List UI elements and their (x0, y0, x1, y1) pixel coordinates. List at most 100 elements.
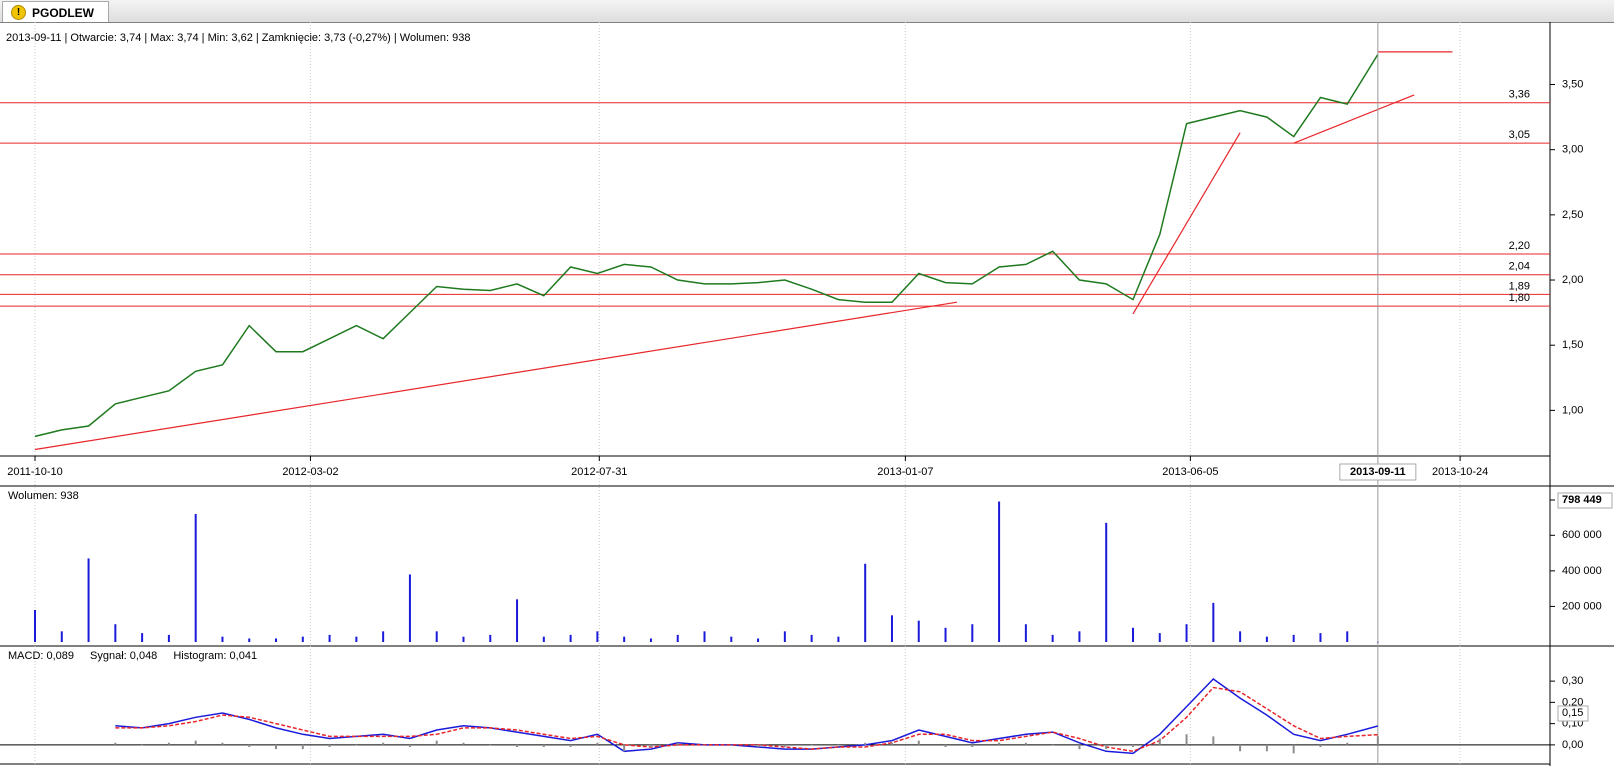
y-tick-label: 2,50 (1562, 209, 1583, 221)
bar (1158, 633, 1161, 642)
bar (998, 501, 1001, 642)
bar (623, 636, 626, 642)
bar (382, 742, 385, 745)
bar (248, 744, 251, 747)
bar (864, 742, 867, 745)
bar (221, 636, 224, 642)
bar (408, 744, 411, 747)
y-tick-label: 1,00 (1562, 404, 1583, 416)
y-tick-label: 400 000 (1562, 565, 1602, 577)
y-tick-label: 0,00 (1562, 739, 1583, 751)
tab[interactable]: ! PGODLEW (2, 1, 109, 23)
bar (1319, 744, 1322, 747)
bar (516, 599, 519, 642)
bar (998, 742, 1001, 745)
bar (221, 742, 224, 745)
chart: 2011-10-10 2012-03-02 2012-07-31 2013-01-07… (0, 22, 1614, 766)
bar (783, 744, 786, 747)
bar (489, 744, 492, 746)
y-tick-label: 600 000 (1562, 529, 1602, 541)
y-tick-label: 0,20 (1562, 696, 1583, 708)
bar (864, 563, 867, 642)
bar (1265, 636, 1268, 642)
level-label: 3,05 (1509, 129, 1530, 141)
bar (1376, 736, 1379, 745)
bar (649, 744, 652, 747)
bar (328, 634, 331, 642)
bar (301, 636, 304, 642)
bar (275, 744, 278, 750)
bar (1078, 744, 1081, 750)
y-tick-label: 3,50 (1562, 78, 1583, 90)
y-tick-label: 3,00 (1562, 144, 1583, 156)
bar (944, 627, 947, 642)
tab-bar: ! PGODLEW (0, 0, 1614, 23)
bar (1024, 742, 1027, 745)
bar (167, 634, 170, 642)
bar (596, 631, 599, 642)
bar (355, 636, 358, 642)
bar (676, 742, 679, 745)
y-tick-label: 798 449 (1562, 494, 1602, 506)
bar (1239, 744, 1242, 752)
bar (1319, 633, 1322, 642)
bar (114, 742, 117, 745)
bar (1292, 634, 1295, 642)
bar (141, 633, 144, 642)
bar (1376, 641, 1379, 643)
bar (810, 744, 813, 746)
bar (114, 624, 117, 642)
cursor-y-label: 0,15 (1562, 707, 1583, 719)
y-tick-label: 0,30 (1562, 675, 1583, 687)
bar (1158, 738, 1161, 745)
bar (462, 636, 465, 642)
warning-icon: ! (11, 5, 26, 20)
bar (1078, 631, 1081, 642)
tab-label: PGODLEW (32, 5, 94, 20)
bar (569, 744, 572, 747)
bar (1131, 744, 1134, 747)
series-line (115, 678, 1378, 755)
bar (703, 631, 706, 642)
bar (837, 744, 840, 746)
series-line (115, 686, 1378, 753)
bar (87, 558, 90, 642)
x-tick-label: 2013-06-05 (1162, 466, 1218, 478)
bar (301, 744, 304, 750)
level-label: 1,89 (1509, 280, 1530, 292)
bar (810, 634, 813, 642)
bar (542, 744, 545, 747)
bar (194, 740, 197, 745)
bar (890, 742, 893, 745)
legend-entry: Sygnał: 0,048 (90, 650, 157, 662)
y-max-box (1557, 492, 1613, 509)
y-tick-label: 2,00 (1562, 274, 1583, 286)
bar (60, 631, 63, 642)
bar (703, 744, 706, 746)
bar (757, 744, 760, 747)
x-tick-label: 2012-07-31 (571, 466, 627, 478)
bar (167, 742, 170, 745)
bar (730, 744, 733, 746)
bar (1185, 624, 1188, 642)
bar (248, 638, 251, 642)
bar (542, 636, 545, 642)
bar (1239, 631, 1242, 642)
bar (489, 634, 492, 642)
bar (1051, 744, 1054, 746)
chart-title: 2013-09-11 | Otwarcie: 3,74 | Max: 3,74 … (6, 32, 471, 44)
trend-line (1132, 132, 1241, 315)
bar (1105, 744, 1108, 750)
background (0, 22, 1614, 766)
cursor-y-box (1557, 705, 1589, 722)
cursor-box (1339, 463, 1417, 481)
bar (34, 609, 36, 642)
bar (1185, 734, 1188, 745)
trend-line (34, 301, 958, 451)
trend-line (1293, 94, 1415, 144)
bar (837, 636, 840, 642)
bar (435, 740, 438, 745)
bar (355, 744, 358, 746)
bar (569, 634, 572, 642)
bar (890, 615, 893, 642)
